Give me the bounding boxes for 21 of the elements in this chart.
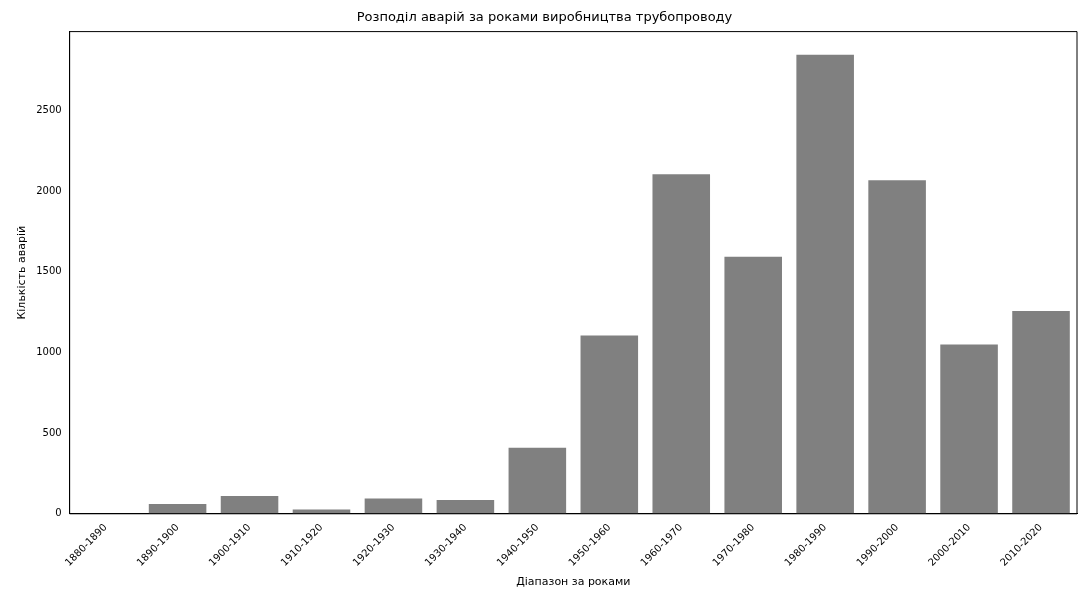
bar [652,174,711,514]
y-tick-label: 2500 [36,104,62,116]
y-tick-label: 500 [42,426,62,438]
y-tick-label: 1000 [36,346,62,358]
bar [580,335,639,514]
chart-title: Розподіл аварій за роками виробництва трубопроводу [356,9,733,25]
bar [1012,311,1070,514]
bar [436,500,495,514]
bar [796,54,854,514]
bar [364,498,423,514]
bar [868,180,926,514]
bar [148,503,207,514]
bar [940,344,998,514]
y-tick-label: 0 [55,507,62,519]
y-axis-title: Кількість аварій [15,225,29,320]
y-tick-label: 1500 [36,265,62,277]
bar [220,496,279,514]
bar [724,256,782,514]
y-tick-label: 2000 [36,184,62,196]
bar [508,447,567,514]
x-axis-title: Діапазон за роками [516,575,631,589]
